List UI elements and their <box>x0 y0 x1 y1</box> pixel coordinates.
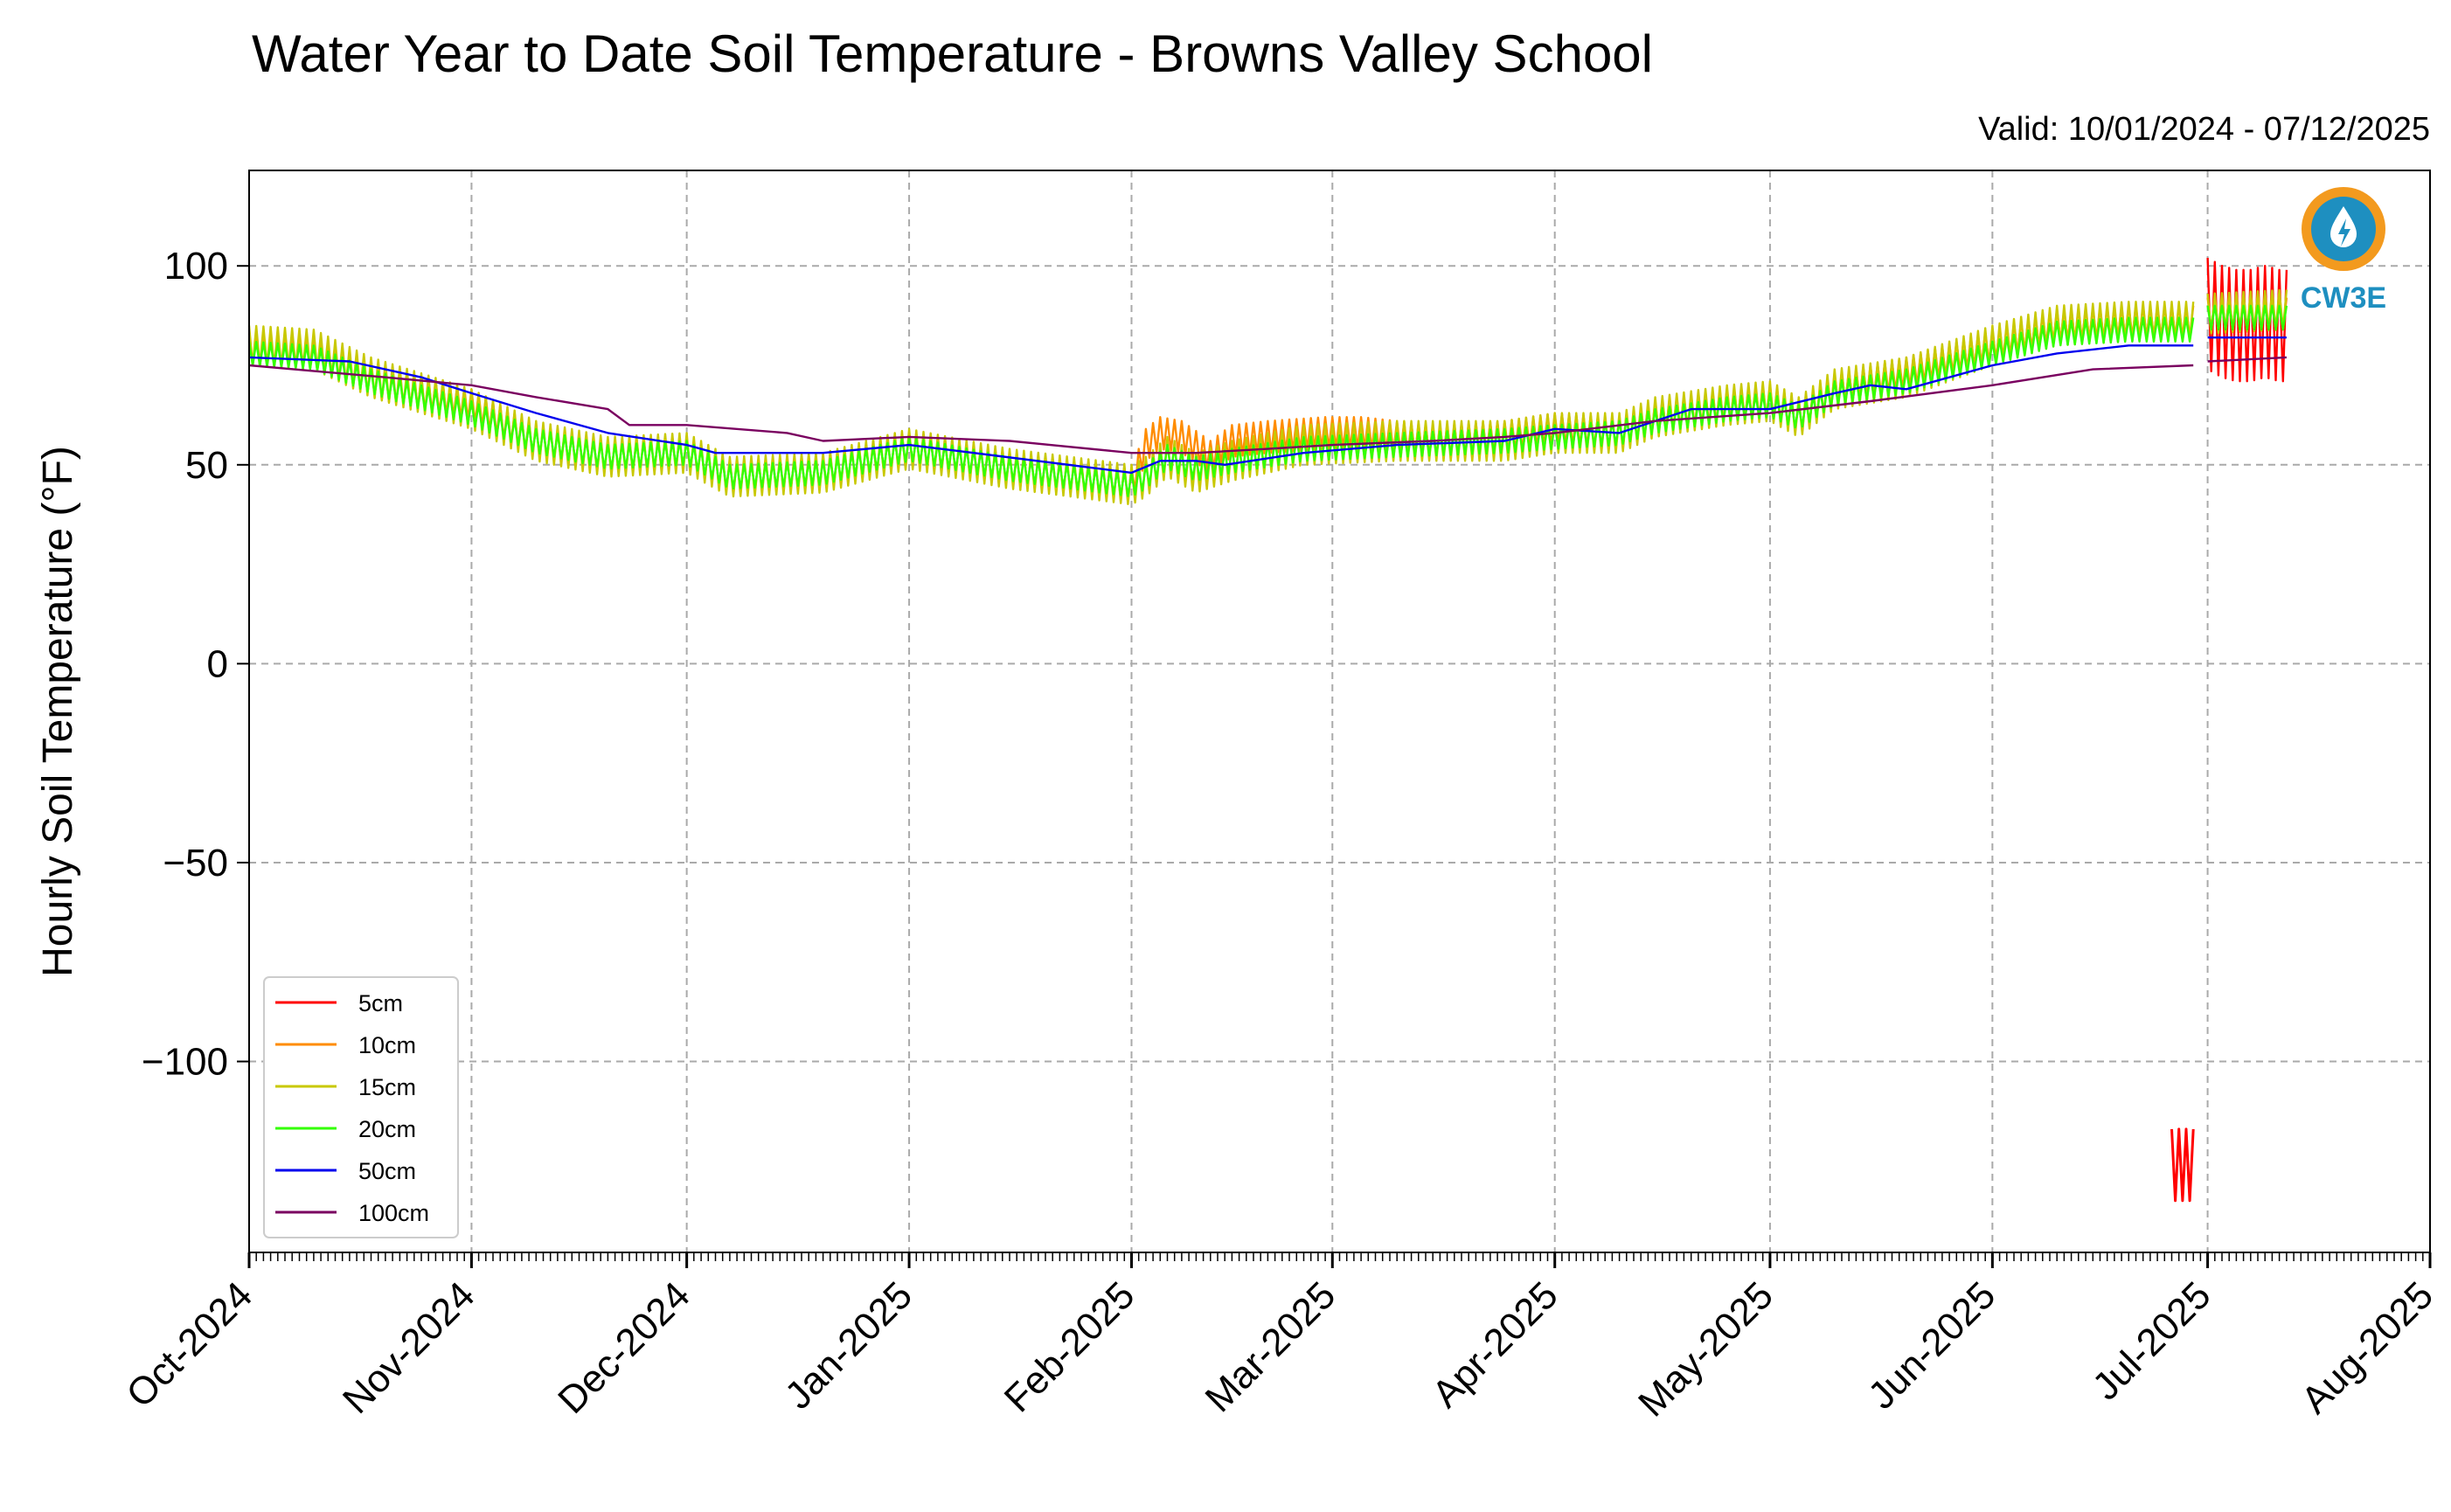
x-tick-label: Feb-2025 <box>996 1273 1143 1420</box>
plot-area <box>249 170 2430 1252</box>
legend-label-100cm: 100cm <box>358 1200 429 1226</box>
series-line-100cm <box>248 356 2287 454</box>
y-tick-label: 50 <box>185 444 228 487</box>
series-line-50cm <box>248 336 2287 475</box>
lightning-icon <box>2338 218 2350 246</box>
legend-label-50cm: 50cm <box>358 1158 416 1184</box>
series-20cm <box>247 304 2288 497</box>
series-line-20cm <box>247 304 2288 497</box>
y-tick-label: 100 <box>164 245 228 288</box>
legend-label-15cm: 15cm <box>358 1074 416 1100</box>
legend-label-20cm: 20cm <box>358 1116 416 1142</box>
x-tick-label: Mar-2025 <box>1198 1273 1344 1420</box>
chart-title: Water Year to Date Soil Temperature - Br… <box>252 24 1653 83</box>
x-tick-label: Apr-2025 <box>1424 1273 1566 1416</box>
x-tick-label: Jan-2025 <box>777 1273 920 1417</box>
series-line-5cm-extra <box>2170 1127 2195 1203</box>
chart-subtitle: Valid: 10/01/2024 - 07/12/2025 <box>1978 111 2430 148</box>
legend: 5cm 10cm 15cm 20cm 50cm 100cm <box>263 976 459 1238</box>
x-tick-label: Oct-2024 <box>118 1273 260 1416</box>
series-50cm <box>248 336 2287 475</box>
x-tick-label: Jun-2025 <box>1860 1273 2003 1417</box>
x-tick-label: May-2025 <box>1630 1273 1781 1425</box>
x-tick-label: Nov-2024 <box>335 1273 483 1422</box>
legend-label-5cm: 5cm <box>358 990 403 1016</box>
x-tick-label: Dec-2024 <box>550 1273 698 1422</box>
series-lines <box>247 258 2288 1203</box>
series-100cm <box>248 356 2287 454</box>
x-minor-ticks <box>248 1252 2431 1261</box>
x-tick-label: Aug-2025 <box>2293 1273 2441 1422</box>
y-axis-label: Hourly Soil Temperature (°F) <box>35 446 81 977</box>
legend-label-10cm: 10cm <box>358 1032 416 1058</box>
x-tick-label: Jul-2025 <box>2085 1273 2219 1408</box>
logo-text: CW3E <box>2301 281 2386 315</box>
y-tick-label: −50 <box>163 842 228 884</box>
cw3e-logo: CW3E <box>2301 187 2386 315</box>
y-tick-label: −100 <box>142 1041 228 1084</box>
y-tick-label: 0 <box>207 642 228 685</box>
legend-box <box>263 976 459 1238</box>
